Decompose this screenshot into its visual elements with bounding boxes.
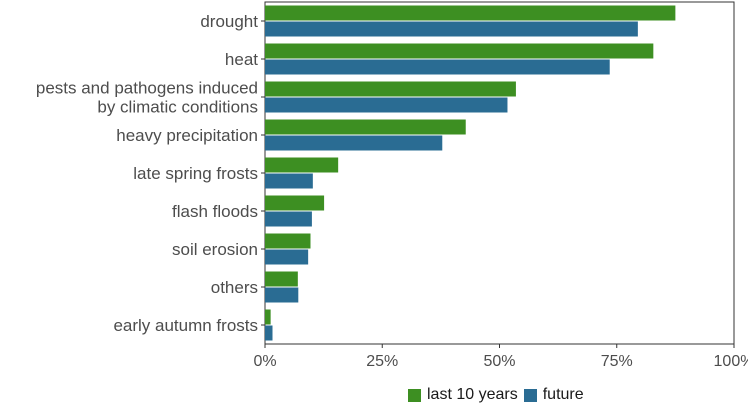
legend-swatch-series-1 xyxy=(408,388,421,402)
legend-label-series-1: last 10 years xyxy=(427,386,518,403)
x-tick-label-3: 75% xyxy=(601,353,633,370)
category-label-4: late spring frosts xyxy=(133,164,258,183)
category-label-0: drought xyxy=(200,12,258,31)
bar-last-10-years-8 xyxy=(265,309,271,325)
bar-last-10-years-3 xyxy=(265,119,466,135)
x-tick-label-4: 100% xyxy=(714,353,748,370)
bar-future-2 xyxy=(265,97,508,113)
category-label-7: others xyxy=(211,278,258,297)
bar-future-3 xyxy=(265,135,443,151)
category-label-3: heavy precipitation xyxy=(116,126,258,145)
bar-last-10-years-2 xyxy=(265,81,516,97)
legend-swatch-series-2 xyxy=(523,388,537,402)
bar-future-0 xyxy=(265,21,638,37)
x-tick-label-1: 25% xyxy=(366,353,398,370)
x-tick-label-2: 50% xyxy=(483,353,515,370)
bar-last-10-years-5 xyxy=(265,195,325,211)
bar-last-10-years-0 xyxy=(265,5,676,21)
category-label-6: soil erosion xyxy=(172,240,258,259)
bar-future-5 xyxy=(265,211,312,227)
bar-last-10-years-6 xyxy=(265,233,311,249)
bar-future-1 xyxy=(265,59,610,75)
legend: last 10 years future xyxy=(408,386,590,404)
bar-future-8 xyxy=(265,325,273,341)
bar-future-6 xyxy=(265,249,309,265)
x-tick-label-0: 0% xyxy=(253,353,276,370)
bar-future-4 xyxy=(265,173,313,189)
legend-item-series-1: last 10 years xyxy=(408,386,518,404)
category-label-1: heat xyxy=(225,50,258,69)
category-label-5: flash floods xyxy=(172,202,258,221)
category-label-2: pests and pathogens induced by climatic c… xyxy=(36,79,258,117)
legend-item-series-2: future xyxy=(523,386,584,404)
bar-last-10-years-1 xyxy=(265,43,654,59)
bar-last-10-years-4 xyxy=(265,157,339,173)
bar-future-7 xyxy=(265,287,299,303)
category-label-8: early autumn frosts xyxy=(113,316,258,335)
bar-last-10-years-7 xyxy=(265,271,298,287)
legend-label-series-2: future xyxy=(542,386,584,403)
